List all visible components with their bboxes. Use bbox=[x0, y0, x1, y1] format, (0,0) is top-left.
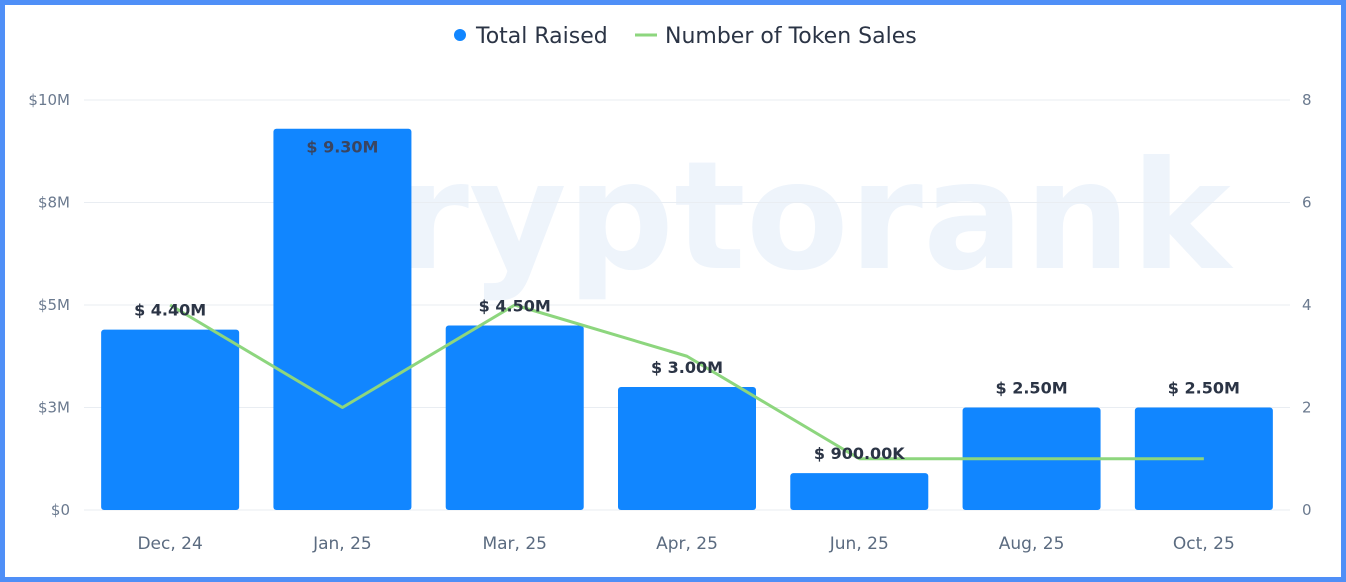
bar-series bbox=[101, 128, 1273, 511]
y-left-tick-label: $10M bbox=[28, 91, 70, 109]
x-tick-label: Jun, 25 bbox=[829, 534, 889, 554]
bar-data-label: $ 3.00M bbox=[651, 358, 723, 377]
x-tick-label: Oct, 25 bbox=[1173, 534, 1235, 554]
y-right-tick-label: 4 bbox=[1302, 296, 1312, 314]
y-right-tick-label: 8 bbox=[1302, 91, 1312, 109]
line-series bbox=[169, 303, 1204, 461]
x-tick-label: Jan, 25 bbox=[312, 534, 372, 554]
x-tick-label: Aug, 25 bbox=[999, 534, 1065, 554]
legend-dot-total-raised-icon[interactable] bbox=[454, 29, 466, 41]
bar[interactable] bbox=[445, 325, 584, 511]
legend-label-total-raised[interactable]: Total Raised bbox=[475, 24, 608, 49]
y-right-tick-label: 2 bbox=[1302, 399, 1312, 417]
bar-data-label: $ 4.50M bbox=[479, 297, 551, 316]
axes: $0 $3M $5M $8M $10M 0 2 4 6 8 Dec, 24 Jan, 25 Mar, 2… bbox=[28, 91, 1311, 554]
bar-data-label: $ 9.30M bbox=[306, 138, 378, 157]
y-left-tick-label: $3M bbox=[38, 399, 70, 417]
x-tick-label: Apr, 25 bbox=[656, 534, 718, 554]
bar-data-label: $ 900.00K bbox=[814, 444, 905, 463]
bar[interactable] bbox=[273, 128, 412, 510]
bar[interactable] bbox=[790, 473, 929, 510]
legend-label-token-sales[interactable]: Number of Token Sales bbox=[665, 24, 917, 49]
legend[interactable]: Total Raised Number of Token Sales bbox=[454, 24, 917, 49]
y-left-tick-label: $8M bbox=[38, 194, 70, 212]
y-right-tick-label: 0 bbox=[1302, 501, 1312, 519]
y-left-tick-label: $5M bbox=[38, 296, 70, 314]
y-right-tick-label: 6 bbox=[1302, 194, 1312, 212]
y-left-tick-label: $0 bbox=[51, 501, 70, 519]
bar-data-label: $ 4.40M bbox=[134, 301, 206, 320]
bar-data-label: $ 2.50M bbox=[996, 379, 1068, 398]
data-labels: $ 4.40M $ 9.30M $ 4.50M $ 3.00M $ 900.00K $ 2… bbox=[134, 138, 1240, 463]
watermark: ryptorank bbox=[395, 130, 1234, 304]
x-tick-label: Dec, 24 bbox=[137, 534, 202, 554]
bar[interactable] bbox=[101, 329, 240, 510]
bar-data-label: $ 2.50M bbox=[1168, 379, 1240, 398]
bar[interactable] bbox=[618, 387, 756, 510]
x-tick-label: Mar, 25 bbox=[482, 534, 547, 554]
